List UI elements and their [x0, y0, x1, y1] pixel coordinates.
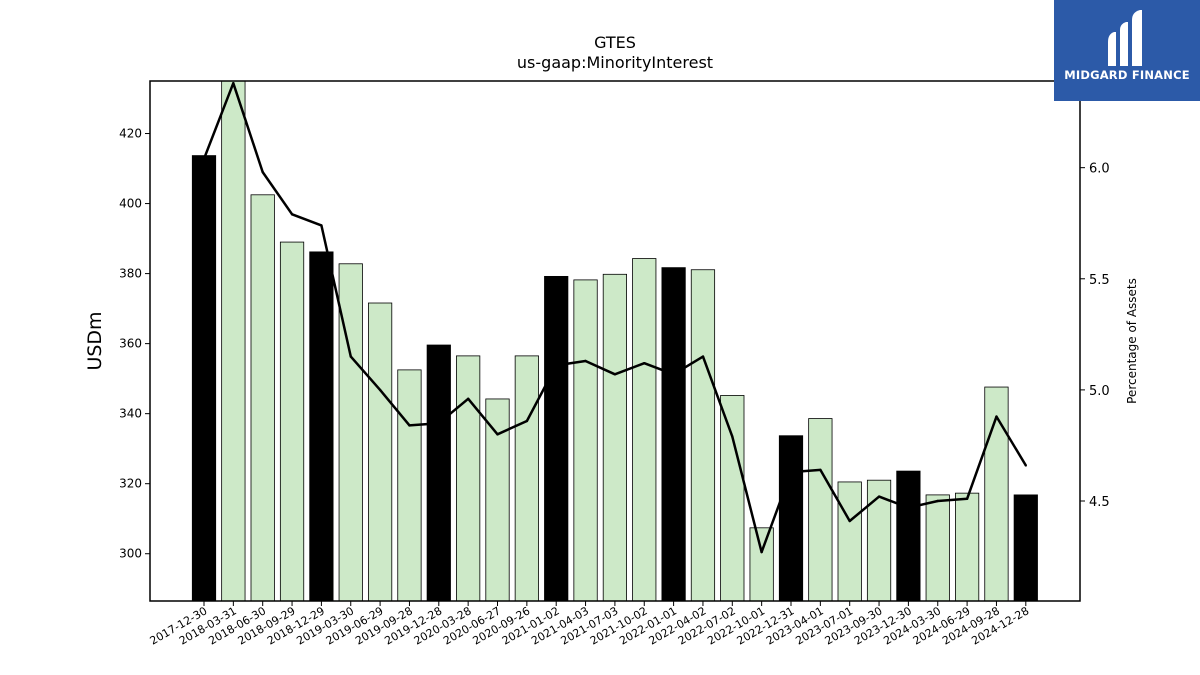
y-tick-label: 300	[119, 547, 142, 561]
line-point	[555, 364, 558, 367]
bar-series	[191, 81, 1038, 601]
line-point	[232, 82, 235, 85]
line-point	[819, 468, 822, 472]
y-tick-label: 340	[119, 407, 142, 421]
x-axis: 2017-12-302018-03-312018-06-302018-09-29…	[148, 601, 1031, 648]
line-point	[965, 497, 969, 500]
y2-tick-label: 4.5	[1089, 495, 1110, 510]
line-point	[584, 359, 587, 363]
line-point	[466, 397, 470, 400]
chart-subtitle: us-gaap:MinorityInterest	[517, 53, 713, 72]
bar	[925, 494, 950, 601]
line-point	[672, 373, 675, 376]
bar	[397, 369, 422, 601]
line-point	[936, 499, 939, 503]
bar	[426, 344, 451, 601]
bar	[338, 263, 363, 601]
y-tick-label: 380	[119, 267, 142, 281]
line-point	[701, 355, 705, 358]
bar	[955, 492, 980, 601]
y-tick-label: 420	[119, 127, 142, 141]
line-series	[202, 81, 1028, 554]
line-point	[437, 422, 440, 425]
midgard-finance-logo: MIDGARD FINANCE	[1054, 0, 1200, 101]
bar	[778, 435, 804, 601]
bar	[837, 481, 862, 601]
bar	[514, 355, 539, 601]
y-tick-label: 320	[119, 477, 142, 491]
y2-tick-label: 5.5	[1089, 273, 1110, 288]
line-point	[290, 213, 294, 216]
bar	[279, 241, 305, 601]
bar	[896, 470, 921, 601]
bar	[309, 251, 334, 601]
line-point	[760, 550, 763, 554]
bar	[661, 267, 686, 601]
bar	[544, 275, 569, 601]
bar	[250, 194, 275, 601]
bar	[1013, 494, 1038, 601]
line-point	[877, 495, 881, 498]
line-point	[731, 435, 734, 438]
line-point	[613, 373, 617, 376]
bar	[866, 479, 892, 601]
bar	[690, 269, 716, 601]
bar	[984, 386, 1009, 601]
line-point	[261, 170, 264, 174]
line-point	[408, 424, 411, 427]
line-point	[848, 519, 851, 523]
y-axis: 300 320 340 360 380 400 420	[119, 127, 150, 561]
line-point	[202, 157, 206, 160]
y2-tick-label: 6.0	[1089, 162, 1110, 177]
line-point	[320, 224, 323, 227]
bar	[602, 273, 628, 601]
bar	[191, 155, 217, 601]
bar	[456, 355, 481, 601]
chart-title: GTES	[594, 33, 636, 52]
y-tick-label: 400	[119, 197, 142, 211]
line-point	[1024, 464, 1028, 467]
logo-mark-icon	[1108, 10, 1142, 66]
line-point	[378, 388, 382, 392]
y2-tick-label: 5.0	[1089, 384, 1110, 399]
bar	[367, 302, 393, 601]
bar	[808, 418, 833, 601]
line-point	[995, 415, 998, 418]
line-point	[643, 362, 646, 365]
y-tick-label: 360	[119, 337, 142, 351]
bar	[749, 527, 774, 601]
line-point	[789, 470, 793, 474]
bar	[573, 279, 598, 601]
bar	[221, 81, 246, 601]
line-point	[525, 419, 529, 423]
line-point	[496, 433, 499, 436]
y2-axis-label: Percentage of Assets	[1125, 278, 1139, 404]
bar	[720, 395, 745, 601]
y2-axis: 4.5 5.0 5.5 6.0	[1080, 162, 1110, 510]
y-axis-label: USDm	[84, 311, 106, 370]
line-point	[907, 506, 910, 509]
line-point	[349, 355, 352, 358]
bar	[632, 258, 657, 601]
logo-text: MIDGARD FINANCE	[1064, 68, 1190, 82]
